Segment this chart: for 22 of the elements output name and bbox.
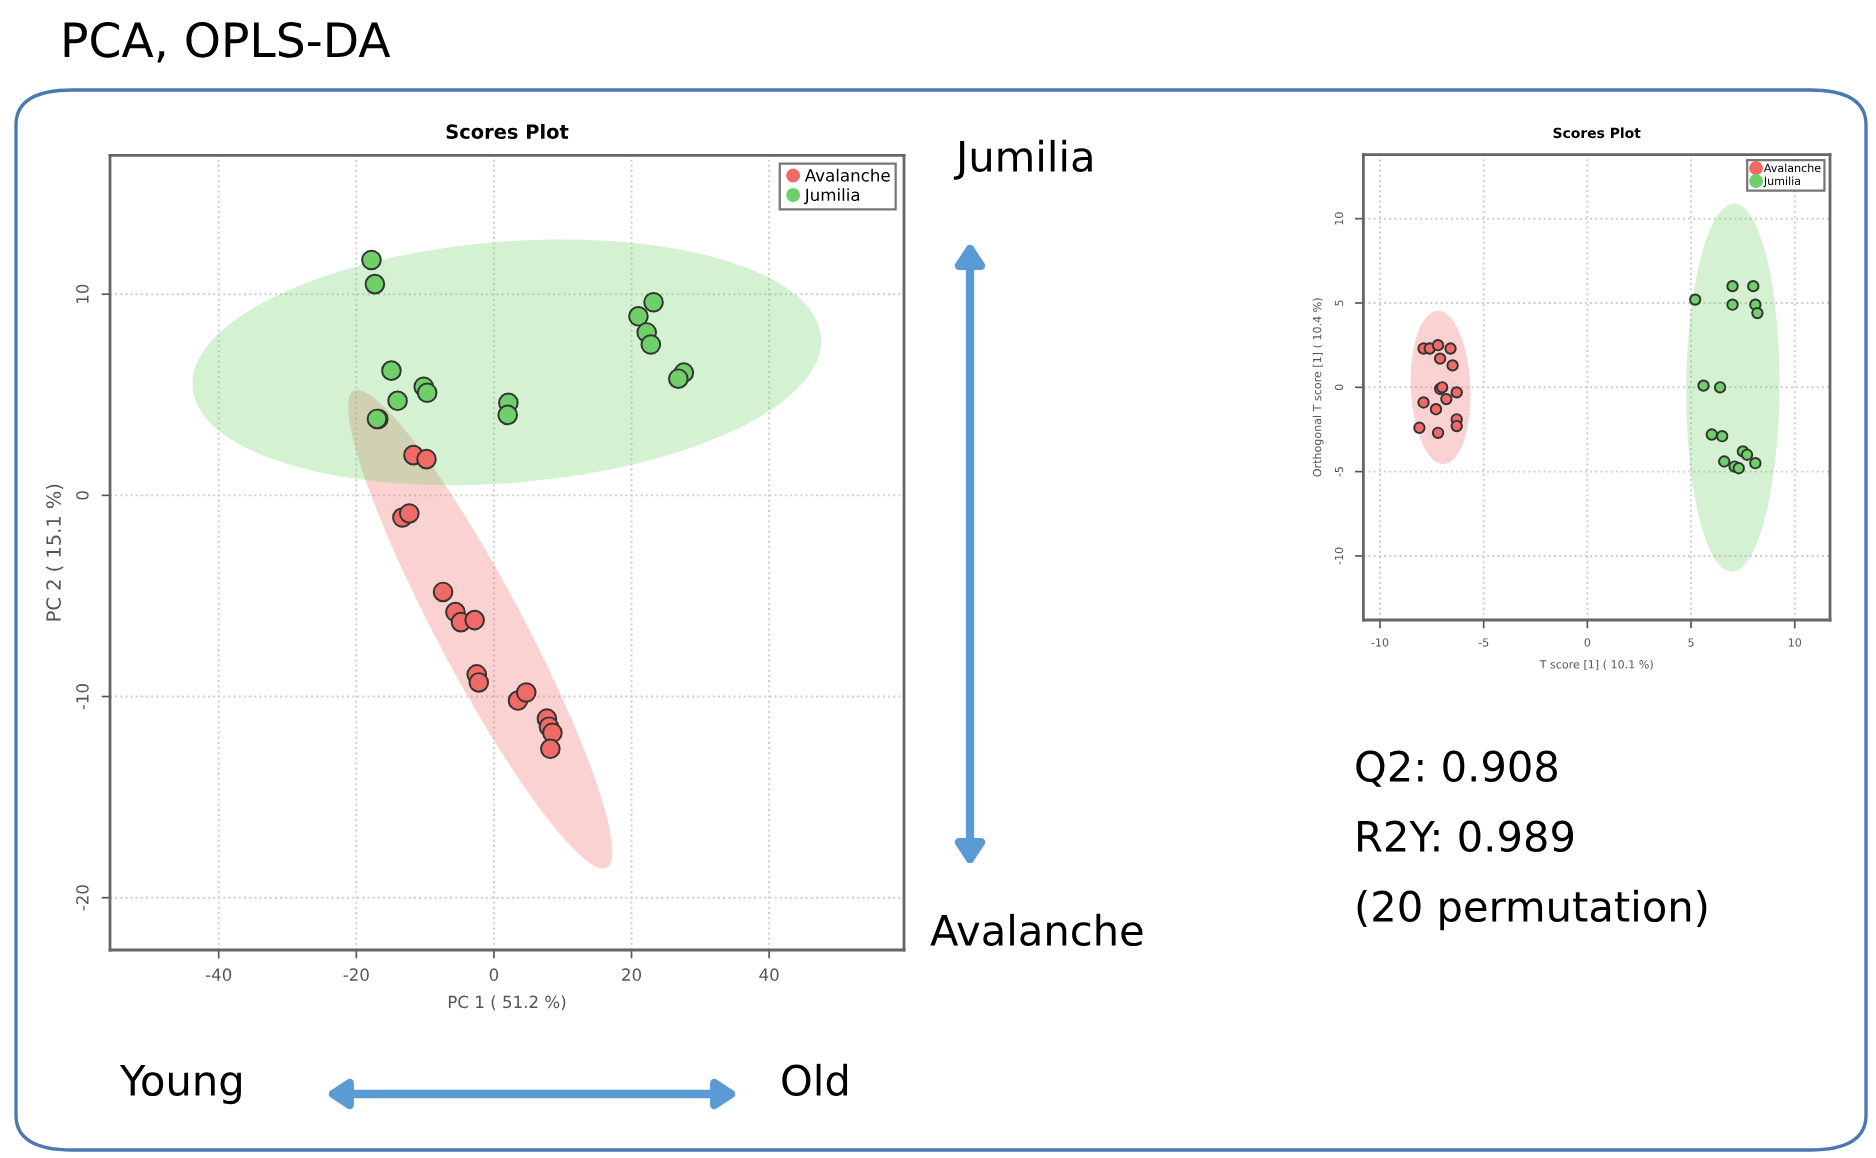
text: PCA, OPLS-DA (64, 21, 391, 63)
x-tick-label: -20 (343, 968, 369, 981)
text: (20 permutation) (1357, 889, 1707, 931)
y-tick-label: -20 (76, 885, 89, 911)
y-tick-label: -10 (76, 684, 89, 710)
y-tick-label: 10 (76, 284, 89, 303)
chart-title: Scores Plot (446, 123, 569, 140)
y-tick-label: 0 (76, 491, 89, 500)
text: Avalanche (930, 913, 1143, 947)
text: R2Y: 0.989 (1358, 820, 1574, 853)
legend-label: Avalanche (804, 168, 890, 182)
legend-label: Jumilia (803, 188, 860, 205)
x-tick-label: -40 (205, 968, 232, 981)
x-tick-label: 0 (489, 968, 499, 981)
x-tick-label: 20 (622, 968, 642, 981)
x-tick-label: 40 (759, 968, 779, 981)
text: Jumilia (953, 139, 1092, 180)
x-axis-title: PC 1 ( 51.2 %) (448, 995, 566, 1011)
text: Young (119, 1065, 241, 1105)
text: Old (782, 1063, 848, 1097)
text: Q2: 0.908 (1356, 750, 1558, 787)
y-axis-title: PC 2 ( 15.1 %) (45, 484, 64, 621)
